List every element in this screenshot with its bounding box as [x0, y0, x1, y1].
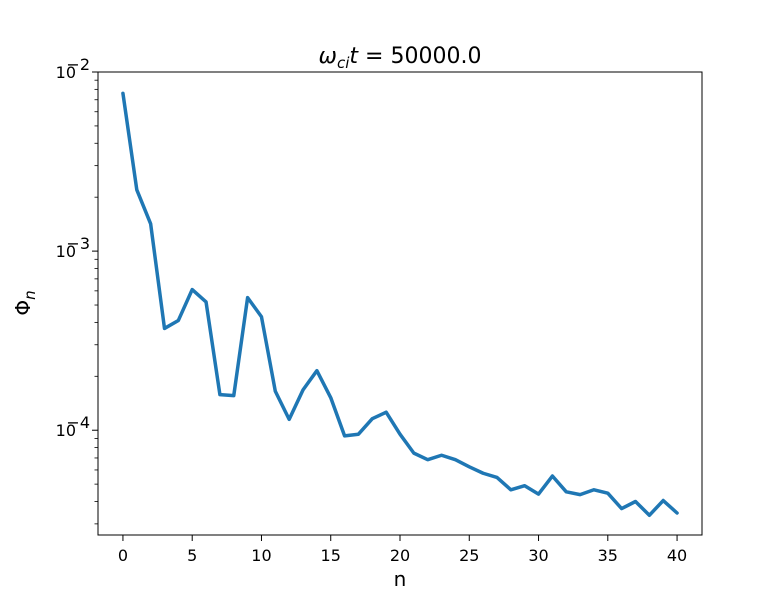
- x-tick-label: 40: [667, 546, 687, 565]
- series-layer: [121, 91, 679, 518]
- y-axis-label-subscript: n: [21, 290, 39, 300]
- y-tick-label-base: 10: [56, 242, 76, 261]
- y-tick-label-base: 10: [56, 63, 76, 82]
- x-tick-label: 20: [390, 546, 410, 565]
- y-axis-label-base: Φ: [11, 300, 35, 316]
- title-value: = 50000.0: [358, 44, 481, 69]
- axes-frame: [97, 71, 703, 536]
- x-axis-label: n: [394, 567, 407, 591]
- plot-area: 0 5 10 15 20 25 30 35 40 10−210−310−4: [56, 55, 703, 565]
- series-line: [121, 91, 679, 518]
- y-tick-label: 10: [56, 63, 76, 82]
- x-tick-label: 5: [187, 546, 197, 565]
- title-time: t: [349, 44, 359, 69]
- x-axis: 0 5 10 15 20 25 30 35 40: [118, 535, 687, 565]
- chart-title: ωcit = 50000.0: [319, 44, 482, 72]
- y-tick-label-base: 10: [56, 421, 76, 440]
- x-tick-label: 0: [118, 546, 128, 565]
- x-tick-label: 10: [251, 546, 271, 565]
- y-axis: 10−210−310−4: [56, 55, 98, 525]
- x-tick-label: 25: [459, 546, 479, 565]
- y-tick-label-exponent: −2: [66, 55, 90, 74]
- x-tick-label: 35: [598, 546, 618, 565]
- title-omega: ω: [319, 44, 337, 69]
- x-tick-label: 30: [528, 546, 548, 565]
- y-tick-label-exponent: −4: [66, 413, 90, 432]
- title-subscript: ci: [337, 54, 350, 72]
- x-tick-label: 15: [321, 546, 341, 565]
- y-tick-label-exponent: −3: [66, 234, 90, 253]
- y-tick-label: 10: [56, 421, 76, 440]
- y-axis-label: Φn: [11, 290, 39, 315]
- y-tick-label: 10: [56, 242, 76, 261]
